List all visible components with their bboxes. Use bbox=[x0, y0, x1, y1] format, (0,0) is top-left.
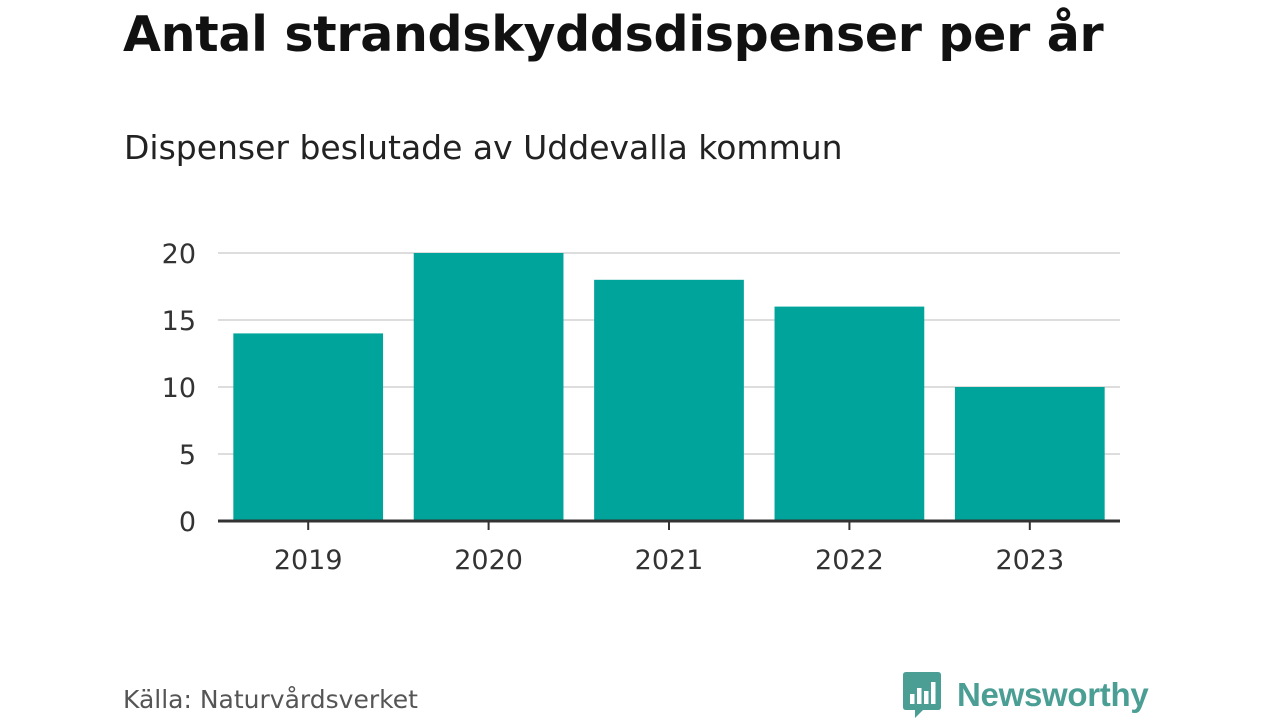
y-axis-ticks: 0 5 10 15 20 bbox=[162, 239, 196, 538]
source-note: Källa: Naturvårdsverket bbox=[123, 685, 418, 714]
x-tick-label: 2022 bbox=[815, 545, 884, 576]
y-tick-label: 5 bbox=[179, 440, 196, 471]
x-axis-ticks: 2019 2020 2021 2022 2023 bbox=[274, 521, 1064, 576]
brand-name: Newsworthy bbox=[957, 676, 1149, 713]
bar-2019 bbox=[233, 333, 384, 521]
chart-subtitle: Dispenser beslutade av Uddevalla kommun bbox=[124, 128, 843, 167]
bar-2021 bbox=[594, 279, 744, 521]
x-tick-label: 2023 bbox=[995, 545, 1064, 576]
bars bbox=[233, 253, 1105, 521]
y-tick-label: 20 bbox=[162, 239, 196, 270]
bar-2020 bbox=[413, 253, 564, 521]
bar-2023 bbox=[954, 387, 1105, 521]
bar-2022 bbox=[774, 306, 925, 521]
chart-title: Antal strandskyddsdispenser per år bbox=[123, 6, 1104, 63]
newsworthy-logo-icon bbox=[903, 672, 941, 718]
brand-logo: Newsworthy bbox=[901, 670, 1149, 720]
y-tick-label: 10 bbox=[162, 373, 196, 404]
y-tick-label: 15 bbox=[162, 306, 196, 337]
x-tick-label: 2020 bbox=[454, 545, 523, 576]
x-tick-label: 2021 bbox=[635, 545, 704, 576]
bar-chart: 0 5 10 15 20 2019 2020 2021 2022 2023 bbox=[162, 239, 1120, 576]
y-tick-label: 0 bbox=[179, 507, 196, 538]
x-tick-label: 2019 bbox=[274, 545, 343, 576]
